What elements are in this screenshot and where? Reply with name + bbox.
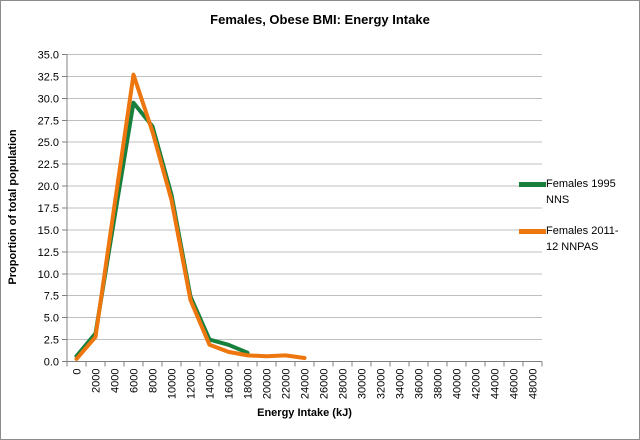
x-tick-label: 22000 [281,369,293,400]
x-tick-label: 26000 [319,369,331,400]
y-tick-label: 10.0 [38,269,59,281]
x-tick-label: 14000 [205,369,217,400]
legend: Females 1995 NNS Females 2011-12 NNPAS [519,177,631,256]
x-tick-label: 10000 [167,369,179,400]
x-tick-label: 24000 [300,369,312,400]
x-tick-label: 30000 [357,369,369,400]
x-tick-label: 44000 [490,369,502,400]
x-tick-label: 46000 [509,369,521,400]
x-tick-label: 32000 [376,369,388,400]
x-tick-label: 20000 [262,369,274,400]
legend-item-females-1995-nns: Females 1995 NNS [519,177,631,209]
legend-key-line-green [519,182,546,187]
y-tick-label: 35.0 [38,50,59,62]
x-tick-label: 2000 [91,369,103,393]
y-axis-title: Proportion of total population [7,129,19,285]
x-tick-label: 6000 [129,369,141,393]
series-line-females-2011-12-nnpas [74,72,307,361]
x-tick-label: 34000 [395,369,407,400]
x-tick-label: 48000 [528,369,540,400]
x-tick-label: 40000 [452,369,464,400]
y-tick-label: 5.0 [44,313,59,325]
chart-title: Females, Obese BMI: Energy Intake [210,12,430,27]
y-tick-label: 30.0 [38,93,59,105]
x-tick-label: 8000 [148,369,160,393]
x-tick-label: 28000 [338,369,350,400]
y-tick-label: 2.5 [44,335,59,347]
legend-label: Females 2011-12 NNPAS [546,224,619,253]
x-tick-label: 16000 [224,369,236,400]
y-tick-label: 25.0 [38,137,59,149]
x-axis-title: Energy Intake (kJ) [257,407,352,419]
legend-key-line-orange [519,228,546,234]
y-tick-label: 15.0 [38,225,59,237]
y-tick-label: 32.5 [38,71,59,83]
x-tick-label: 18000 [243,369,255,400]
x-tick-label: 0 [72,369,84,375]
x-tick-label: 36000 [414,369,426,400]
x-tick-label: 12000 [186,369,198,400]
legend-item-females-2011-12-nnpas: Females 2011-12 NNPAS [519,224,631,256]
legend-label: Females 1995 NNS [546,178,616,206]
y-tick-label: 7.5 [44,291,59,303]
y-tick-label: 27.5 [38,115,59,127]
y-tick-label: 20.0 [38,181,59,193]
y-tick-label: 22.5 [38,159,59,171]
y-tick-label: 12.5 [38,247,59,259]
x-tick-label: 42000 [471,369,483,400]
y-tick-label: 17.5 [38,203,59,215]
x-tick-label: 4000 [110,369,122,393]
y-tick-label: 0.0 [44,357,59,369]
x-tick-label: 38000 [433,369,445,400]
